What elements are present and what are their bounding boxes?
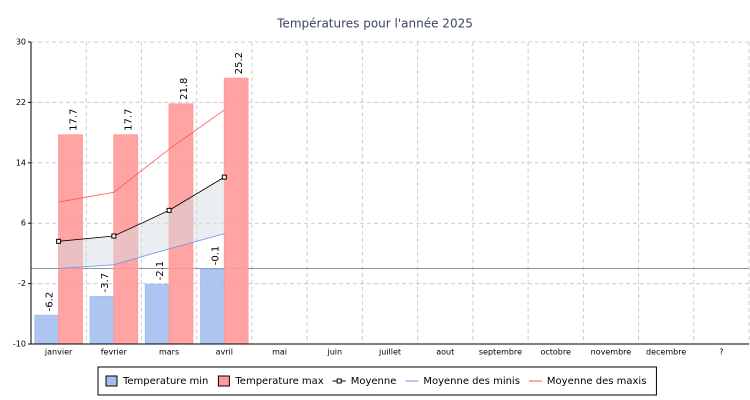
bar [144, 283, 170, 345]
bar [34, 314, 60, 345]
legend: Temperature min Temperature max Moyenne Moy… [97, 366, 657, 396]
value-label: 17.7 [68, 109, 79, 131]
x-tick-label: septembre [479, 348, 522, 357]
marker [56, 238, 62, 244]
chart-title: Températures pour l'année 2025 [276, 17, 473, 31]
x-tick-label: ? [719, 348, 723, 357]
bar [89, 295, 115, 345]
x-tick-label: novembre [591, 348, 632, 357]
y-tick-label: -2 [18, 279, 26, 288]
value-label: -3.7 [100, 273, 111, 293]
value-label: -0.1 [210, 246, 221, 266]
legend-label: Moyenne des minis [423, 376, 520, 387]
value-label: -6.2 [45, 292, 56, 312]
legend-label: Moyenne des maxis [547, 376, 647, 387]
x-tick-label: juin [326, 348, 342, 357]
marker [221, 174, 227, 180]
x-tick-label: aout [436, 348, 454, 357]
value-label: 17.7 [124, 109, 135, 131]
line [58, 109, 225, 203]
area-fill [58, 177, 225, 269]
y-tick-label: -10 [13, 340, 26, 349]
value-label: -2.1 [155, 261, 166, 281]
x-tick-label: mai [272, 348, 287, 357]
x-tick-label: decembre [646, 348, 686, 357]
x-tick-label: avril [216, 348, 233, 357]
x-tick-label: octobre [540, 348, 571, 357]
y-tick-label: 14 [16, 158, 26, 167]
value-label: 21.8 [179, 78, 190, 100]
x-tick-label: fevrier [101, 348, 128, 357]
value-label: 25.2 [234, 52, 245, 74]
line [58, 176, 225, 242]
x-tick-label: juillet [378, 348, 401, 357]
y-tick-label: 6 [21, 219, 26, 228]
y-tick-label: 22 [16, 98, 26, 107]
legend-label: Temperature max [234, 376, 323, 387]
x-tick-label: janvier [44, 348, 73, 357]
legend-box [97, 366, 657, 396]
y-tick-label: 30 [16, 38, 26, 47]
x-tick-label: mars [159, 348, 179, 357]
legend-marker [336, 378, 342, 384]
bar [200, 268, 225, 345]
bar [223, 77, 249, 345]
marker [111, 233, 117, 239]
legend-label: Moyenne [351, 376, 397, 387]
marker [166, 207, 172, 213]
legend-label: Temperature min [122, 376, 208, 387]
legend-swatch [217, 375, 230, 387]
legend-swatch [105, 375, 118, 387]
line [58, 233, 225, 269]
